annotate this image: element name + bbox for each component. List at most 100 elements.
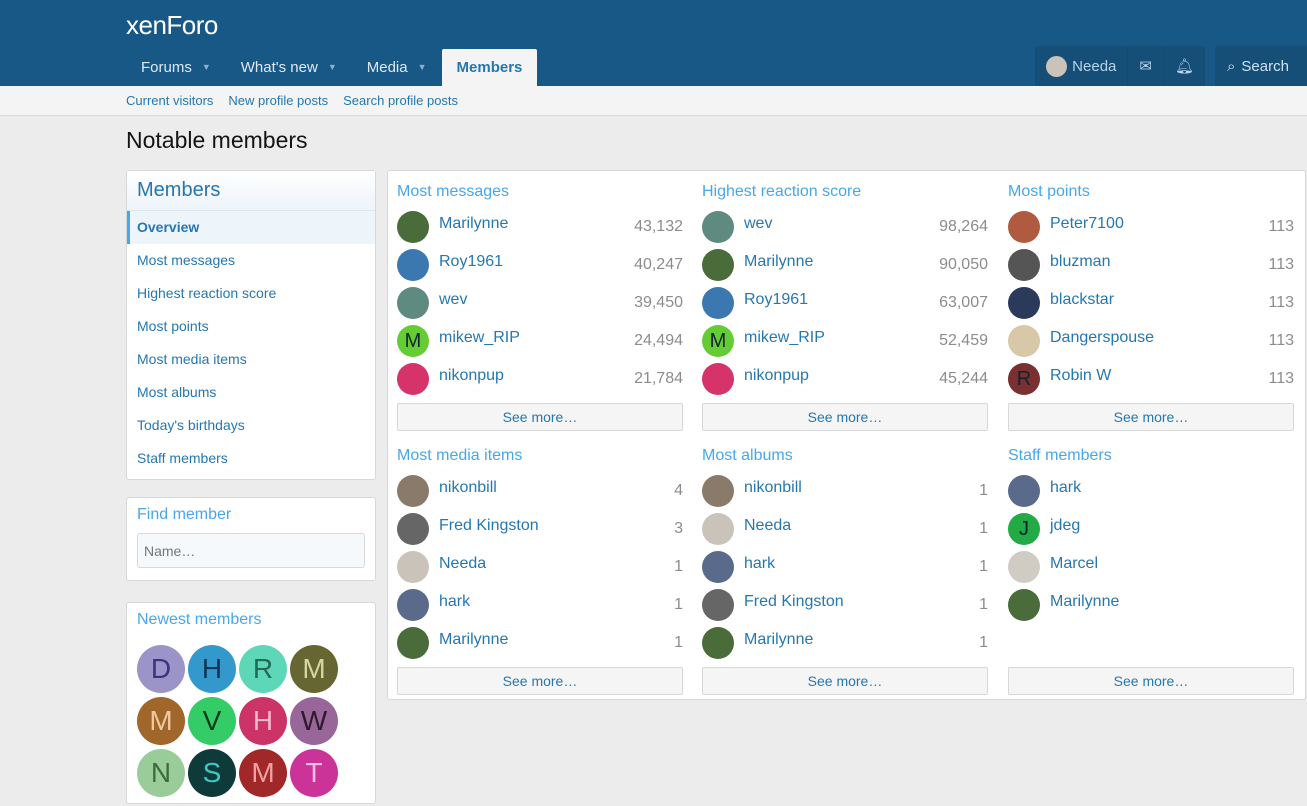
avatar[interactable] — [1008, 589, 1040, 621]
section-title[interactable]: Highest reaction score — [702, 183, 862, 200]
sidebar-item-most-points[interactable]: Most points — [137, 318, 209, 334]
username-link[interactable]: Marilynne — [439, 631, 509, 648]
sidebar-item-staff-members[interactable]: Staff members — [137, 450, 228, 466]
username-link[interactable]: Needa — [744, 517, 792, 534]
avatar[interactable] — [397, 287, 429, 319]
avatar[interactable] — [702, 627, 734, 659]
member-avatar[interactable]: D — [137, 645, 185, 693]
section-title[interactable]: Most messages — [397, 183, 510, 200]
username-link[interactable]: hark — [439, 593, 471, 610]
avatar[interactable]: M — [397, 325, 429, 357]
username-link[interactable]: Roy1961 — [744, 291, 809, 308]
see-more-button[interactable]: See more… — [1008, 403, 1294, 431]
see-more-button[interactable]: See more… — [702, 403, 988, 431]
avatar[interactable] — [1008, 249, 1040, 281]
member-avatar[interactable]: W — [290, 697, 338, 745]
nav-tab-media[interactable]: Media ▼ — [352, 49, 442, 86]
username-link[interactable]: Marilynne — [744, 253, 814, 270]
username-link[interactable]: nikonbill — [744, 479, 802, 496]
username-link[interactable]: Robin W — [1050, 367, 1112, 384]
sidebar-item-highest-reaction-score[interactable]: Highest reaction score — [137, 285, 277, 301]
avatar[interactable] — [702, 249, 734, 281]
member-avatar[interactable]: S — [188, 749, 236, 797]
member-avatar[interactable]: M — [290, 645, 338, 693]
avatar[interactable] — [1008, 287, 1040, 319]
username-link[interactable]: Peter7100 — [1050, 215, 1124, 232]
member-name-input[interactable] — [137, 533, 365, 568]
username-link[interactable]: nikonpup — [744, 367, 809, 384]
avatar[interactable] — [702, 513, 734, 545]
avatar[interactable]: J — [1008, 513, 1040, 545]
username-link[interactable]: Fred Kingston — [744, 593, 844, 610]
username-link[interactable]: mikew_RIP — [744, 329, 825, 346]
see-more-button[interactable]: See more… — [397, 667, 683, 695]
avatar[interactable] — [1008, 551, 1040, 583]
username-link[interactable]: jdeg — [1050, 517, 1081, 534]
member-avatar[interactable]: R — [239, 645, 287, 693]
search-button[interactable]: ⌕ Search — [1215, 46, 1307, 86]
avatar[interactable] — [397, 627, 429, 659]
member-avatar[interactable]: V — [188, 697, 236, 745]
member-avatar[interactable]: M — [137, 697, 185, 745]
see-more-button[interactable]: See more… — [1008, 667, 1294, 695]
avatar[interactable] — [1008, 475, 1040, 507]
avatar[interactable] — [702, 211, 734, 243]
avatar[interactable] — [397, 589, 429, 621]
username-link[interactable]: Marilynne — [744, 631, 814, 648]
member-avatar[interactable]: H — [188, 645, 236, 693]
username-link[interactable]: wev — [439, 291, 468, 308]
username-link[interactable]: Fred Kingston — [439, 517, 539, 534]
avatar[interactable] — [1008, 325, 1040, 357]
avatar[interactable] — [397, 475, 429, 507]
subnav-new-profile-posts[interactable]: New profile posts — [228, 93, 329, 108]
avatar[interactable] — [397, 249, 429, 281]
section-title[interactable]: Most points — [1008, 183, 1090, 200]
alerts-button[interactable]: 🔔︎ — [1164, 46, 1205, 86]
member-avatar[interactable]: H — [239, 697, 287, 745]
subnav-search-profile-posts[interactable]: Search profile posts — [343, 93, 459, 108]
username-link[interactable]: bluzman — [1050, 253, 1111, 270]
username-link[interactable]: Dangerspouse — [1050, 329, 1155, 346]
section-title[interactable]: Most media items — [397, 447, 523, 464]
username-link[interactable]: mikew_RIP — [439, 329, 520, 346]
avatar[interactable] — [397, 513, 429, 545]
avatar[interactable] — [397, 211, 429, 243]
avatar[interactable]: R — [1008, 363, 1040, 395]
username-link[interactable]: Roy1961 — [439, 253, 504, 270]
nav-tab-what-s-new[interactable]: What's new ▼ — [226, 49, 352, 86]
chevron-down-icon[interactable]: ▼ — [201, 62, 211, 72]
xenforo-logo[interactable]: xenForo — [126, 10, 218, 40]
username-link[interactable]: hark — [1050, 479, 1082, 496]
username-link[interactable]: nikonbill — [439, 479, 497, 496]
avatar[interactable] — [702, 589, 734, 621]
sidebar-item-most-media-items[interactable]: Most media items — [137, 351, 247, 367]
username-link[interactable]: Needa — [439, 555, 487, 572]
chevron-down-icon[interactable]: ▼ — [327, 62, 337, 72]
section-title[interactable]: Staff members — [1008, 447, 1112, 464]
username-link[interactable]: hark — [744, 555, 776, 572]
username-link[interactable]: wev — [744, 215, 773, 232]
see-more-button[interactable]: See more… — [702, 667, 988, 695]
avatar[interactable] — [397, 363, 429, 395]
see-more-button[interactable]: See more… — [397, 403, 683, 431]
avatar[interactable] — [397, 551, 429, 583]
account-button[interactable]: Needa — [1035, 46, 1129, 86]
avatar[interactable]: M — [702, 325, 734, 357]
sidebar-item-most-messages[interactable]: Most messages — [137, 252, 236, 268]
member-avatar[interactable]: T — [290, 749, 338, 797]
username-link[interactable]: blackstar — [1050, 291, 1115, 308]
member-avatar[interactable]: M — [239, 749, 287, 797]
sidebar-item-overview[interactable]: Overview — [127, 211, 375, 244]
avatar[interactable] — [702, 363, 734, 395]
sidebar-item-today-s-birthdays[interactable]: Today's birthdays — [137, 417, 245, 433]
inbox-button[interactable]: ✉ — [1128, 46, 1164, 86]
avatar[interactable] — [702, 551, 734, 583]
username-link[interactable]: Marilynne — [439, 215, 509, 232]
nav-tab-members[interactable]: Members — [441, 49, 538, 86]
member-avatar[interactable]: N — [137, 749, 185, 797]
username-link[interactable]: nikonpup — [439, 367, 504, 384]
username-link[interactable]: Marcel — [1050, 555, 1099, 572]
nav-tab-forums[interactable]: Forums ▼ — [126, 49, 226, 86]
section-title[interactable]: Most albums — [702, 447, 793, 464]
chevron-down-icon[interactable]: ▼ — [417, 62, 427, 72]
